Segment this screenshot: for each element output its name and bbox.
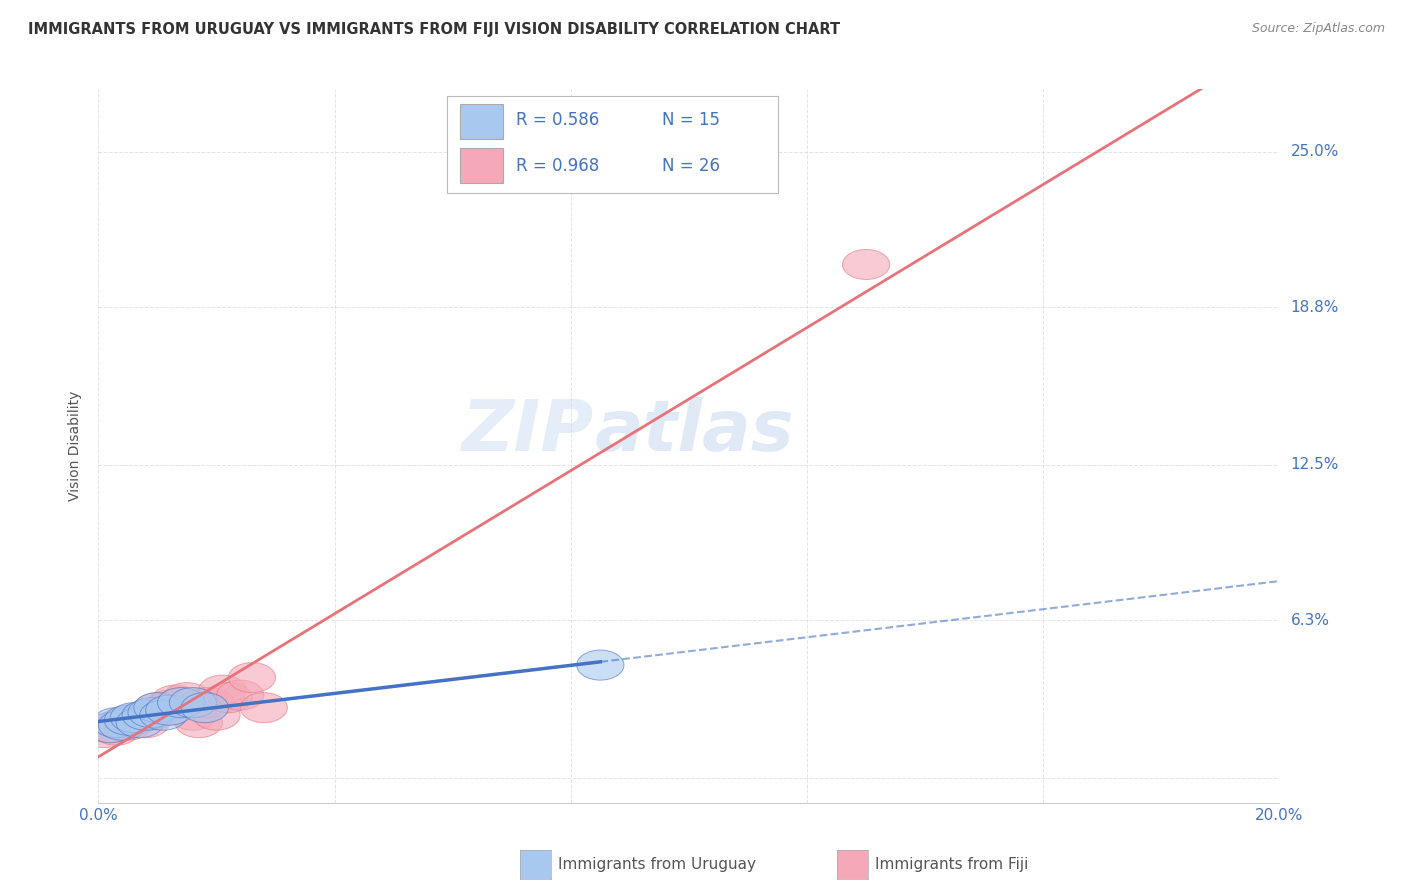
Ellipse shape (240, 692, 287, 723)
Ellipse shape (181, 688, 228, 718)
Text: atlas: atlas (595, 397, 794, 467)
Ellipse shape (176, 707, 222, 738)
Ellipse shape (217, 680, 264, 710)
Text: Immigrants from Uruguay: Immigrants from Uruguay (558, 857, 756, 871)
Ellipse shape (181, 692, 228, 723)
Text: 6.3%: 6.3% (1291, 613, 1330, 627)
Ellipse shape (134, 692, 181, 723)
Ellipse shape (163, 682, 211, 713)
Ellipse shape (169, 688, 217, 718)
Ellipse shape (117, 707, 163, 738)
Ellipse shape (104, 706, 152, 735)
Ellipse shape (80, 718, 128, 747)
Ellipse shape (93, 715, 139, 745)
Text: 12.5%: 12.5% (1291, 458, 1339, 472)
Ellipse shape (139, 700, 187, 731)
Ellipse shape (198, 675, 246, 706)
Ellipse shape (87, 713, 134, 743)
Ellipse shape (110, 703, 157, 732)
Text: Source: ZipAtlas.com: Source: ZipAtlas.com (1251, 22, 1385, 36)
Ellipse shape (87, 713, 134, 743)
Ellipse shape (128, 698, 176, 728)
Ellipse shape (187, 688, 235, 718)
Ellipse shape (128, 700, 176, 731)
Ellipse shape (157, 688, 205, 718)
Ellipse shape (205, 682, 252, 713)
Ellipse shape (93, 707, 139, 738)
Ellipse shape (146, 695, 193, 725)
Ellipse shape (169, 700, 217, 731)
Ellipse shape (122, 707, 169, 738)
Ellipse shape (110, 706, 157, 735)
Ellipse shape (152, 685, 198, 715)
Ellipse shape (146, 690, 193, 720)
Ellipse shape (104, 710, 152, 740)
Ellipse shape (193, 700, 240, 731)
Ellipse shape (134, 692, 181, 723)
Ellipse shape (122, 700, 169, 731)
Ellipse shape (98, 710, 146, 740)
Text: IMMIGRANTS FROM URUGUAY VS IMMIGRANTS FROM FIJI VISION DISABILITY CORRELATION CH: IMMIGRANTS FROM URUGUAY VS IMMIGRANTS FR… (28, 22, 841, 37)
Ellipse shape (98, 707, 146, 738)
Y-axis label: Vision Disability: Vision Disability (69, 391, 83, 501)
Ellipse shape (117, 703, 163, 732)
Text: 18.8%: 18.8% (1291, 300, 1339, 315)
Ellipse shape (576, 650, 624, 680)
Text: Immigrants from Fiji: Immigrants from Fiji (875, 857, 1028, 871)
Text: 25.0%: 25.0% (1291, 145, 1339, 160)
Ellipse shape (139, 695, 187, 725)
Ellipse shape (842, 250, 890, 279)
Ellipse shape (157, 688, 205, 718)
Text: ZIP: ZIP (463, 397, 595, 467)
Ellipse shape (228, 663, 276, 692)
